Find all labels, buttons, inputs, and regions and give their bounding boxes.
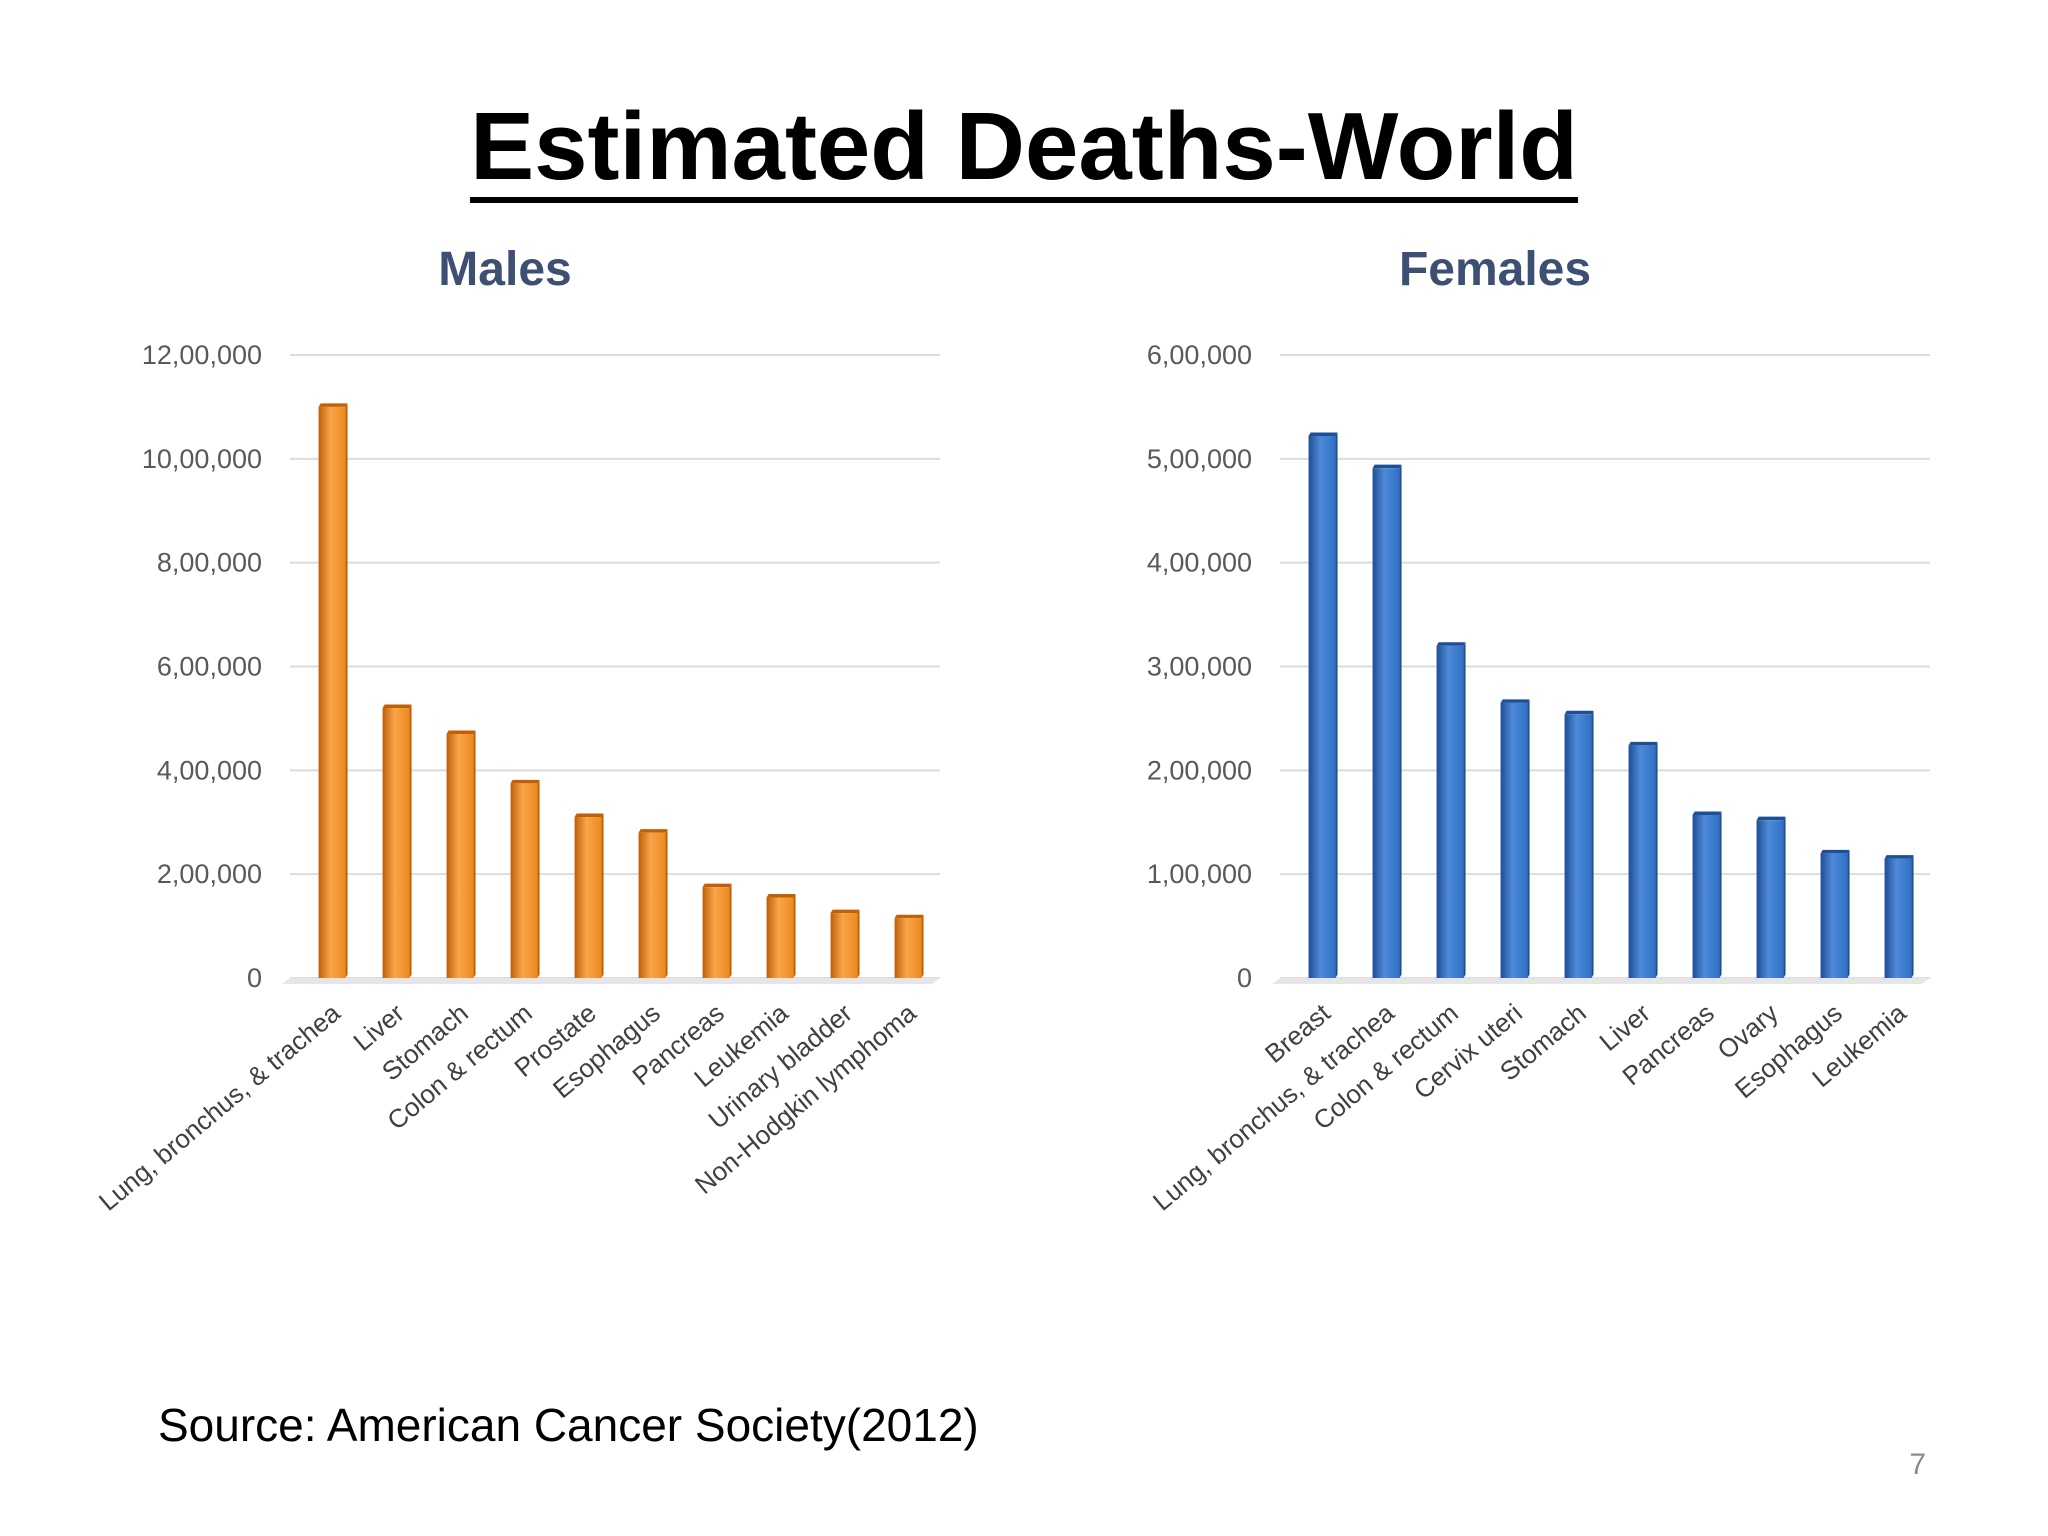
- bar: [894, 918, 922, 978]
- bar: [574, 817, 602, 978]
- y-tick-label: 0: [247, 963, 262, 993]
- y-tick-label: 4,00,000: [157, 755, 262, 785]
- bar: [830, 913, 858, 978]
- chart-title: Males: [438, 243, 571, 296]
- chart-title: Females: [1399, 243, 1591, 296]
- bar-side: [1655, 741, 1658, 978]
- bar-top: [1500, 699, 1530, 703]
- bar-top: [830, 909, 860, 914]
- bar-top: [1372, 464, 1402, 469]
- bar: [1692, 814, 1720, 978]
- y-tick-label: 2,00,000: [1147, 755, 1252, 785]
- bar: [1372, 468, 1400, 978]
- bar-side: [1335, 432, 1338, 978]
- bar-top: [574, 813, 604, 818]
- y-tick-label: 2,00,000: [157, 859, 262, 889]
- bar-side: [921, 914, 924, 978]
- bar: [446, 733, 474, 978]
- bar-top: [894, 914, 924, 919]
- bar-side: [473, 730, 476, 978]
- chart-floor: [1272, 978, 1930, 984]
- bar-top: [1756, 816, 1786, 821]
- males-chart-svg: Males 0 2,00,000 4,00,000 6,00,000 8,00,000 10…: [93, 243, 940, 1217]
- page-number: 7: [1909, 1448, 1926, 1481]
- y-tick-label: 12,00,000: [142, 340, 262, 370]
- y-tick-label: 10,00,000: [142, 444, 262, 474]
- bar-top: [638, 829, 668, 833]
- bar-top: [1628, 741, 1658, 746]
- slide-title-text: Estimated Deaths-World: [470, 99, 1578, 203]
- y-tick-label: 6,00,000: [1147, 340, 1252, 370]
- bar: [1756, 820, 1784, 978]
- x-tick-label: Lung, bronchus, & trachea: [93, 997, 346, 1216]
- y-tick-label: 0: [1237, 963, 1252, 993]
- bar-top: [1692, 811, 1722, 815]
- bar: [382, 708, 410, 978]
- males-chart: Males 0 2,00,000 4,00,000 6,00,000 8,00,000 10…: [40, 220, 980, 1340]
- bar: [510, 783, 538, 978]
- bar: [1628, 745, 1656, 978]
- bar-top: [510, 779, 540, 784]
- bar: [1564, 714, 1592, 978]
- y-tick-label: 1,00,000: [1147, 859, 1252, 889]
- slide-title: Estimated Deaths-World: [0, 92, 2048, 203]
- y-tick-label: 8,00,000: [157, 548, 262, 578]
- bar-side: [409, 704, 412, 978]
- bar-side: [1527, 699, 1530, 978]
- bar-top: [702, 883, 732, 888]
- bar-side: [537, 779, 540, 978]
- source-note: Source: American Cancer Society(2012): [158, 1399, 979, 1451]
- bar-side: [1783, 816, 1786, 978]
- bar-top: [382, 704, 412, 709]
- bar: [318, 406, 346, 978]
- bar-side: [729, 883, 732, 978]
- bar-side: [1463, 642, 1466, 978]
- bar-top: [446, 730, 476, 734]
- bar-top: [1884, 855, 1914, 859]
- bar-side: [1719, 811, 1722, 978]
- y-tick-label: 4,00,000: [1147, 548, 1252, 578]
- females-chart-svg: Females 0 1,00,000 2,00,000 3,00,000 4,00,000…: [1147, 243, 1930, 1217]
- bar-top: [318, 403, 348, 407]
- bar-side: [601, 813, 604, 978]
- bar-top: [766, 894, 796, 898]
- bar: [1436, 645, 1464, 978]
- y-tick-label: 5,00,000: [1147, 444, 1252, 474]
- bar-top: [1820, 849, 1850, 854]
- y-tick-label: 3,00,000: [1147, 652, 1252, 682]
- females-chart: Females 0 1,00,000 2,00,000 3,00,000 4,00,000…: [1030, 220, 1970, 1340]
- x-tick-label: Lung, bronchus, & trachea: [1147, 997, 1400, 1216]
- bar-side: [1591, 710, 1594, 978]
- bar: [1884, 858, 1912, 978]
- bar-side: [665, 829, 668, 978]
- bar-side: [1399, 464, 1402, 978]
- chart-floor: [282, 978, 940, 984]
- bar-side: [1911, 855, 1914, 978]
- bar: [1500, 702, 1528, 978]
- bar-side: [1847, 849, 1850, 978]
- bar-side: [793, 894, 796, 978]
- y-tick-label: 6,00,000: [157, 652, 262, 682]
- bar-top: [1308, 432, 1338, 436]
- bar: [1820, 853, 1848, 978]
- bar-top: [1436, 642, 1466, 646]
- bar: [1308, 435, 1336, 978]
- bar-top: [1564, 710, 1594, 715]
- bar: [766, 897, 794, 978]
- bar-side: [345, 403, 348, 978]
- bar: [702, 887, 730, 978]
- bar: [638, 832, 666, 978]
- bar-side: [857, 909, 860, 978]
